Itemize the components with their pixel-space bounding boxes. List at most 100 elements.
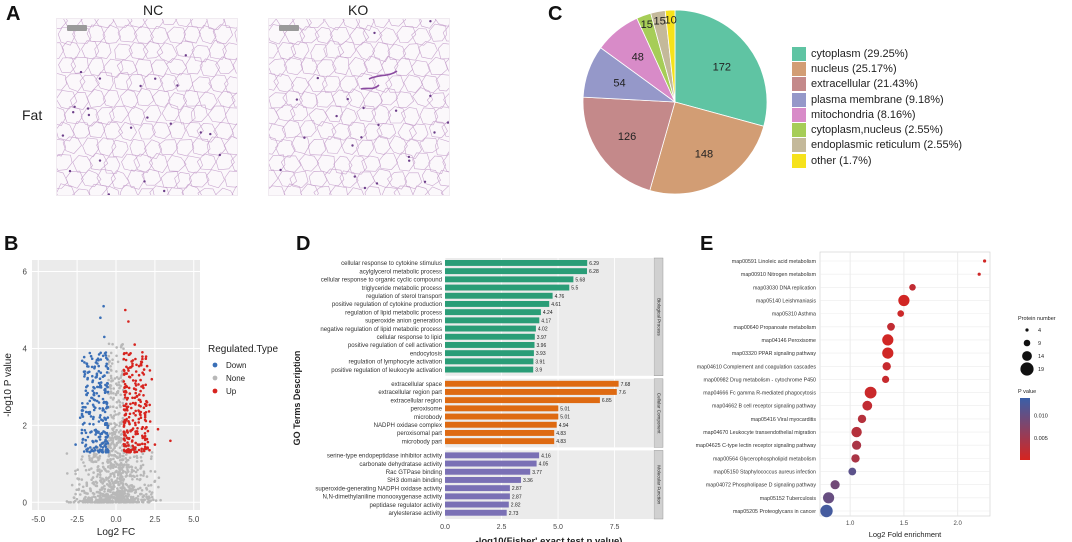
up-point — [135, 430, 138, 433]
go-bar-value: 5.01 — [560, 415, 570, 421]
none-point — [140, 459, 143, 463]
adipocyte-cell — [373, 135, 391, 155]
down-point — [99, 445, 103, 448]
adipocyte-cell — [275, 139, 296, 158]
go-term-label: NADPH oxidase complex — [374, 422, 442, 429]
adipocyte-cell — [363, 90, 383, 110]
adipocyte-cell — [95, 71, 114, 91]
none-point — [95, 481, 99, 485]
up-point — [124, 308, 127, 312]
panel-label-a: A — [6, 3, 21, 25]
adipocyte-cell — [269, 41, 279, 59]
go-term-label: arylesterase activity — [388, 510, 442, 517]
none-point — [110, 449, 114, 453]
adipocyte-cell — [72, 155, 93, 173]
adipocyte-cell — [277, 42, 297, 61]
none-point — [92, 455, 96, 459]
adipocyte-cell — [380, 87, 398, 106]
none-point — [118, 489, 121, 493]
none-point — [72, 496, 76, 499]
none-point — [112, 414, 116, 418]
none-point — [118, 459, 122, 462]
panel-label-c: C — [548, 3, 563, 25]
none-point — [84, 468, 88, 472]
none-point — [75, 497, 79, 501]
none-point — [107, 445, 110, 449]
none-point — [110, 494, 113, 498]
up-point — [135, 395, 139, 398]
go-term-label: cellular response to organic cyclic comp… — [321, 277, 442, 284]
adipocyte-cell — [190, 19, 208, 29]
go-bar-chart: Biological Process 6.29 cellular response … — [292, 257, 664, 542]
none-point — [116, 389, 120, 393]
pie-legend-text: extracellular (21.43%) — [811, 78, 918, 91]
up-point — [122, 380, 126, 383]
down-point — [106, 424, 109, 427]
adipocyte-cell — [307, 74, 328, 92]
none-point — [90, 467, 93, 470]
up-point — [141, 351, 144, 354]
down-point — [95, 399, 99, 403]
none-point — [135, 460, 139, 463]
up-point — [141, 357, 144, 361]
up-point — [122, 390, 126, 393]
down-point — [81, 402, 84, 405]
none-point — [88, 468, 91, 471]
none-point — [114, 500, 117, 504]
up-point — [134, 384, 138, 387]
go-bar — [445, 509, 507, 516]
down-point — [84, 443, 88, 447]
none-point — [128, 456, 132, 459]
adipocyte-cell — [114, 43, 133, 60]
up-point — [123, 382, 127, 386]
none-point — [113, 410, 117, 413]
kegg-dot — [851, 454, 860, 463]
adipocyte-cell — [435, 138, 449, 156]
none-point — [84, 500, 87, 504]
up-point — [132, 445, 135, 449]
down-point — [95, 373, 99, 377]
up-point — [122, 357, 126, 361]
down-point — [95, 446, 98, 449]
none-point — [111, 436, 114, 439]
go-term-label: negative regulation of lipid metabolic p… — [320, 326, 442, 333]
up-point — [126, 431, 129, 434]
none-point — [121, 479, 125, 482]
go-bar-value: 6.28 — [589, 269, 599, 275]
go-bar-value: 6.29 — [589, 261, 599, 267]
adipocyte-cell — [307, 138, 327, 156]
down-point — [95, 392, 99, 395]
adipocyte-cell — [373, 19, 390, 29]
none-point — [121, 454, 124, 458]
x-axis-title: -log10(Fisher' exact test p value) — [476, 536, 623, 542]
go-term-label: peroxisomal part — [397, 430, 442, 437]
none-point — [109, 472, 112, 476]
kegg-term-label: map05416 Viral myocarditis — [751, 417, 817, 423]
adipocyte-cell — [404, 172, 423, 189]
kegg-term-label: map00982 Drug metabolism - cytochrome P4… — [704, 377, 817, 383]
down-point — [105, 365, 108, 368]
up-point — [129, 365, 133, 369]
adipocyte-cell — [349, 27, 370, 46]
up-point — [136, 443, 140, 446]
none-point — [90, 459, 94, 463]
none-point — [115, 428, 118, 432]
none-point — [106, 493, 110, 496]
down-point — [103, 401, 107, 404]
none-point — [75, 488, 78, 492]
go-bar — [445, 468, 531, 475]
pie-slice-label: 10 — [664, 14, 676, 26]
down-point — [89, 446, 92, 449]
down-point — [83, 429, 87, 432]
down-point — [103, 444, 107, 447]
nucleus-dot — [184, 54, 187, 57]
none-point — [109, 384, 113, 387]
up-point — [123, 443, 127, 446]
pie-legend: cytoplasm (29.25%) nucleus (25.17%) extrac… — [792, 46, 962, 168]
up-point — [123, 421, 126, 425]
adipocyte-cell — [434, 106, 449, 124]
adipocyte-cell — [428, 155, 447, 175]
none-point — [100, 480, 103, 484]
up-point — [134, 441, 137, 445]
go-bar-value: 2.87 — [512, 486, 522, 492]
